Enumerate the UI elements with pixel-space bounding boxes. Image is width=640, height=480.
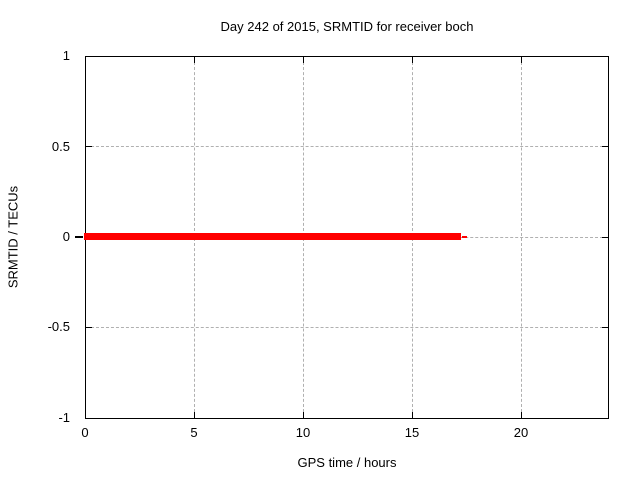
gridline-horizontal-m0p5 (86, 327, 608, 328)
x-tick-bottom-5 (194, 412, 195, 418)
y-zero-outside-tick (75, 236, 83, 238)
y-tick-left-m0p5 (86, 327, 92, 328)
y-tick-label-m1: -1 (58, 410, 70, 425)
y-tick-right-0p5 (602, 146, 608, 147)
y-tick-right-m0p5 (602, 327, 608, 328)
y-tick-right-0 (602, 237, 608, 238)
x-tick-top-10 (303, 57, 304, 63)
x-tick-top-15 (412, 57, 413, 63)
gridline-horizontal-0p5 (86, 146, 608, 147)
y-tick-label-0: 0 (62, 229, 70, 244)
x-tick-label-5: 5 (190, 425, 198, 440)
x-axis-label: GPS time / hours (297, 455, 397, 470)
x-tick-top-5 (194, 57, 195, 63)
y-axis-label: SRMTID / TECUs (5, 185, 21, 289)
y-tick-label-m0p5: -0.5 (47, 319, 70, 334)
x-tick-bottom-10 (303, 412, 304, 418)
x-tick-bottom-20 (521, 412, 522, 418)
x-tick-label-15: 15 (404, 425, 420, 440)
y-tick-label-0p5: 0.5 (51, 139, 70, 154)
series-srmtid-end-dash (462, 236, 467, 238)
x-tick-label-10: 10 (295, 425, 311, 440)
x-tick-label-0: 0 (81, 425, 89, 440)
series-srmtid-band (84, 233, 461, 240)
y-tick-left-0p5 (86, 146, 92, 147)
chart-title: Day 242 of 2015, SRMTID for receiver boc… (220, 19, 474, 34)
x-tick-bottom-15 (412, 412, 413, 418)
x-tick-top-20 (521, 57, 522, 63)
x-tick-label-20: 20 (513, 425, 529, 440)
y-tick-label-1: 1 (62, 48, 70, 63)
